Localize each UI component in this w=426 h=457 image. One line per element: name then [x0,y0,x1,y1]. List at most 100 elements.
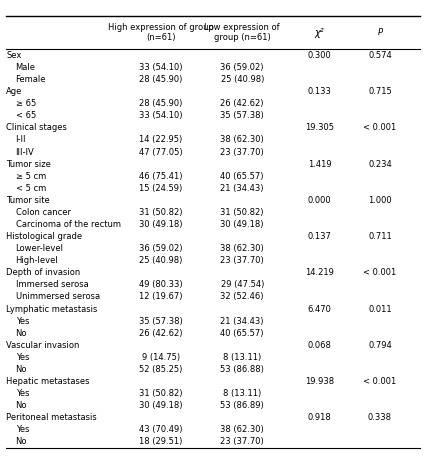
Text: 35 (57.38): 35 (57.38) [139,317,183,326]
Text: 0.711: 0.711 [368,232,392,241]
Text: 53 (86.88): 53 (86.88) [220,365,264,374]
Text: P: P [377,28,383,37]
Text: 49 (80.33): 49 (80.33) [139,281,183,289]
Text: 35 (57.38): 35 (57.38) [220,112,264,120]
Text: Yes: Yes [15,317,29,326]
Text: Lymphatic metastasis: Lymphatic metastasis [6,304,98,314]
Text: High-level: High-level [15,256,58,265]
Text: 0.137: 0.137 [308,232,331,241]
Text: Clinical stages: Clinical stages [6,123,67,133]
Text: Low expression of
group (n=61): Low expression of group (n=61) [204,23,280,42]
Text: Histological grade: Histological grade [6,232,83,241]
Text: 23 (37.70): 23 (37.70) [220,256,264,265]
Text: 40 (65.57): 40 (65.57) [221,172,264,181]
Text: III-IV: III-IV [15,148,34,157]
Text: 0.000: 0.000 [308,196,331,205]
Text: No: No [15,401,27,410]
Text: Colon cancer: Colon cancer [15,208,71,217]
Text: 0.011: 0.011 [368,304,392,314]
Text: Male: Male [15,63,35,72]
Text: 0.300: 0.300 [308,51,331,60]
Text: 53 (86.89): 53 (86.89) [220,401,264,410]
Text: Hepatic metastases: Hepatic metastases [6,377,90,386]
Text: Yes: Yes [15,353,29,362]
Text: 31 (50.82): 31 (50.82) [139,389,183,398]
Text: < 0.001: < 0.001 [363,377,397,386]
Text: 0.715: 0.715 [368,87,392,96]
Text: Tumor site: Tumor site [6,196,50,205]
Text: 19.938: 19.938 [305,377,334,386]
Text: < 5 cm: < 5 cm [15,184,46,193]
Text: 19.305: 19.305 [305,123,334,133]
Text: Vascular invasion: Vascular invasion [6,341,80,350]
Text: 0.234: 0.234 [368,159,392,169]
Text: 8 (13.11): 8 (13.11) [223,353,261,362]
Text: 14.219: 14.219 [305,268,334,277]
Text: 47 (77.05): 47 (77.05) [139,148,183,157]
Text: 38 (62.30): 38 (62.30) [220,135,264,144]
Text: ≥ 65: ≥ 65 [15,99,36,108]
Text: No: No [15,365,27,374]
Text: 30 (49.18): 30 (49.18) [221,220,264,229]
Text: Age: Age [6,87,23,96]
Text: 33 (54.10): 33 (54.10) [139,112,183,120]
Text: 0.794: 0.794 [368,341,392,350]
Text: 21 (34.43): 21 (34.43) [221,317,264,326]
Text: 29 (47.54): 29 (47.54) [221,281,264,289]
Text: 0.574: 0.574 [368,51,392,60]
Text: 14 (22.95): 14 (22.95) [139,135,182,144]
Text: Lower-level: Lower-level [15,244,63,253]
Text: No: No [15,329,27,338]
Text: 6.470: 6.470 [308,304,331,314]
Text: 28 (45.90): 28 (45.90) [139,99,182,108]
Text: 38 (62.30): 38 (62.30) [220,425,264,434]
Text: High expression of group
(n=61): High expression of group (n=61) [108,23,214,42]
Text: Tumor size: Tumor size [6,159,51,169]
Text: 46 (75.41): 46 (75.41) [139,172,183,181]
Text: 25 (40.98): 25 (40.98) [221,75,264,84]
Text: 26 (42.62): 26 (42.62) [221,99,264,108]
Text: 33 (54.10): 33 (54.10) [139,63,183,72]
Text: χ²: χ² [315,27,324,37]
Text: Immersed serosa: Immersed serosa [15,281,88,289]
Text: I-II: I-II [15,135,26,144]
Text: 0.133: 0.133 [308,87,331,96]
Text: 52 (85.25): 52 (85.25) [139,365,182,374]
Text: 31 (50.82): 31 (50.82) [139,208,183,217]
Text: 28 (45.90): 28 (45.90) [139,75,182,84]
Text: Peritoneal metastasis: Peritoneal metastasis [6,413,97,422]
Text: No: No [15,437,27,446]
Text: 32 (52.46): 32 (52.46) [221,292,264,302]
Text: 0.068: 0.068 [308,341,331,350]
Text: 15 (24.59): 15 (24.59) [139,184,182,193]
Text: 43 (70.49): 43 (70.49) [139,425,183,434]
Text: 1.419: 1.419 [308,159,331,169]
Text: 30 (49.18): 30 (49.18) [139,220,183,229]
Text: Yes: Yes [15,389,29,398]
Text: 23 (37.70): 23 (37.70) [220,148,264,157]
Text: 12 (19.67): 12 (19.67) [139,292,183,302]
Text: Female: Female [15,75,46,84]
Text: 0.338: 0.338 [368,413,392,422]
Text: 30 (49.18): 30 (49.18) [139,401,183,410]
Text: 23 (37.70): 23 (37.70) [220,437,264,446]
Text: 18 (29.51): 18 (29.51) [139,437,182,446]
Text: 38 (62.30): 38 (62.30) [220,244,264,253]
Text: 40 (65.57): 40 (65.57) [221,329,264,338]
Text: Depth of invasion: Depth of invasion [6,268,81,277]
Text: < 65: < 65 [15,112,36,120]
Text: 21 (34.43): 21 (34.43) [221,184,264,193]
Text: Unimmersed serosa: Unimmersed serosa [15,292,100,302]
Text: Carcinoma of the rectum: Carcinoma of the rectum [15,220,121,229]
Text: 1.000: 1.000 [368,196,392,205]
Text: < 0.001: < 0.001 [363,123,397,133]
Text: < 0.001: < 0.001 [363,268,397,277]
Text: Sex: Sex [6,51,22,60]
Text: ≥ 5 cm: ≥ 5 cm [15,172,46,181]
Text: 8 (13.11): 8 (13.11) [223,389,261,398]
Text: 36 (59.02): 36 (59.02) [139,244,183,253]
Text: 25 (40.98): 25 (40.98) [139,256,182,265]
Text: Yes: Yes [15,425,29,434]
Text: 36 (59.02): 36 (59.02) [221,63,264,72]
Text: 26 (42.62): 26 (42.62) [139,329,183,338]
